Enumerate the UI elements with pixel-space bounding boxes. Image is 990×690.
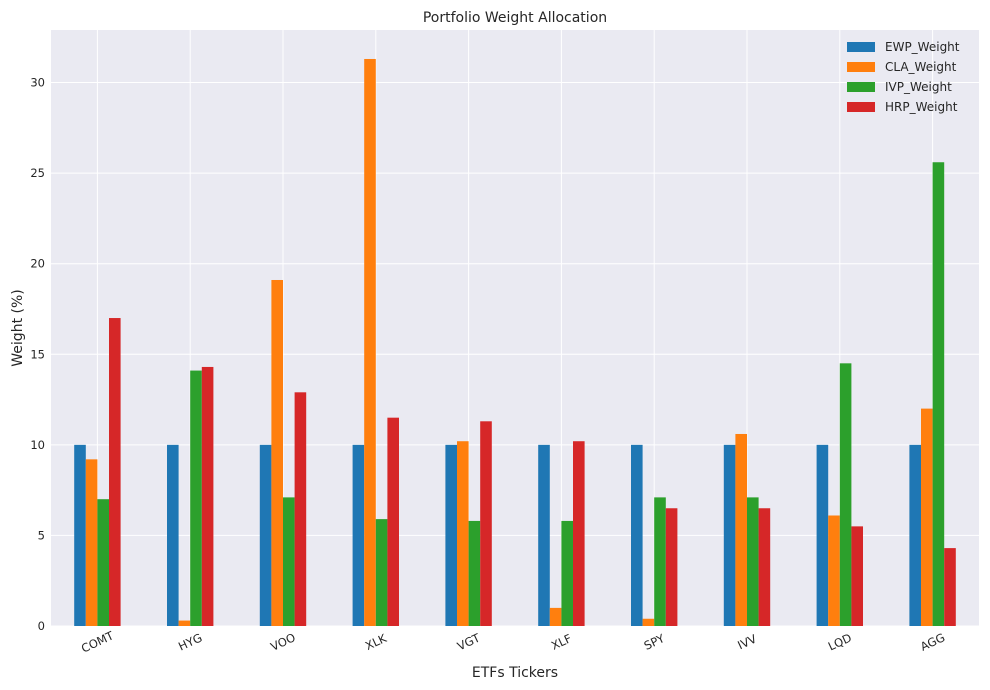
bar-ewp-weight-xlf xyxy=(538,444,550,626)
legend-label: HRP_Weight xyxy=(885,100,958,114)
bar-hrp-weight-vgt xyxy=(480,421,492,626)
legend-label: EWP_Weight xyxy=(885,40,960,54)
legend-swatch xyxy=(847,82,875,92)
bar-cla-weight-spy xyxy=(642,618,655,626)
legend-swatch xyxy=(847,102,875,112)
bar-cla-weight-lqd xyxy=(828,515,840,626)
bar-hrp-weight-ivv xyxy=(758,508,771,626)
x-tick-label: VGT xyxy=(455,630,483,653)
bar-hrp-weight-spy xyxy=(665,508,678,626)
bar-cla-weight-xlk xyxy=(364,58,376,626)
bar-hrp-weight-voo xyxy=(294,392,307,626)
y-tick-labels: 0 5 10 15 20 25 30 xyxy=(30,76,45,633)
bar-cla-weight-vgt xyxy=(457,441,469,626)
bars xyxy=(74,58,956,626)
x-tick-label: SPY xyxy=(642,631,668,653)
bar-ivp-weight-agg xyxy=(932,162,945,626)
y-tick-label: 15 xyxy=(30,347,45,361)
bar-hrp-weight-comt xyxy=(109,318,121,626)
x-tick-label: XLF xyxy=(549,631,574,653)
bar-ewp-weight-spy xyxy=(631,444,643,626)
bar-cla-weight-voo xyxy=(271,279,283,626)
x-axis-title: ETFs Tickers xyxy=(472,665,558,681)
legend-label: CLA_Weight xyxy=(885,60,957,74)
x-tick-labels: COMT HYG VOO XLK VGT XLF SPY IVV LQD AGG xyxy=(79,628,947,655)
legend-label: IVP_Weight xyxy=(885,80,952,94)
y-tick-label: 20 xyxy=(30,257,45,271)
legend-swatch xyxy=(847,62,875,72)
x-tick-label: XLK xyxy=(363,631,389,653)
y-tick-label: 25 xyxy=(30,166,45,180)
bar-ewp-weight-xlk xyxy=(352,444,365,626)
bar-hrp-weight-xlk xyxy=(387,417,399,626)
bar-ewp-weight-voo xyxy=(259,444,272,626)
bar-hrp-weight-agg xyxy=(944,548,956,626)
bar-cla-weight-ivv xyxy=(735,433,747,626)
bar-ivp-weight-xlk xyxy=(375,519,388,626)
bar-cla-weight-hyg xyxy=(178,620,191,626)
bar-hrp-weight-xlf xyxy=(573,441,585,626)
y-tick-label: 5 xyxy=(38,528,45,542)
y-axis-title: Weight (%) xyxy=(10,289,26,366)
bar-ivp-weight-ivv xyxy=(747,497,759,626)
bar-ewp-weight-hyg xyxy=(167,444,179,626)
bar-ivp-weight-xlf xyxy=(561,520,573,626)
bar-ivp-weight-spy xyxy=(654,497,666,626)
bar-ewp-weight-agg xyxy=(909,444,921,626)
x-tick-label: HYG xyxy=(176,630,204,653)
x-tick-label: LQD xyxy=(826,630,854,653)
y-tick-label: 0 xyxy=(38,619,45,633)
bar-ewp-weight-lqd xyxy=(816,444,829,626)
bar-ewp-weight-ivv xyxy=(723,444,736,626)
x-tick-label: VOO xyxy=(268,630,297,654)
y-tick-label: 30 xyxy=(30,76,45,90)
bar-hrp-weight-hyg xyxy=(201,366,214,626)
bar-ivp-weight-hyg xyxy=(190,370,202,626)
bar-ewp-weight-comt xyxy=(74,444,86,626)
x-tick-label: IVV xyxy=(735,632,758,653)
bar-ivp-weight-vgt xyxy=(468,520,481,626)
bar-ewp-weight-vgt xyxy=(445,444,457,626)
legend: EWP_Weight CLA_Weight IVP_Weight HRP_Weight xyxy=(847,40,960,114)
bar-ivp-weight-comt xyxy=(97,499,109,626)
x-tick-label: COMT xyxy=(79,628,117,655)
bar-ivp-weight-voo xyxy=(283,497,295,626)
y-tick-label: 10 xyxy=(30,438,45,452)
legend-swatch xyxy=(847,42,875,52)
bar-ivp-weight-lqd xyxy=(839,363,852,626)
bar-cla-weight-xlf xyxy=(549,607,562,626)
chart-title: Portfolio Weight Allocation xyxy=(423,10,607,26)
bar-cla-weight-comt xyxy=(85,459,98,626)
bar-hrp-weight-lqd xyxy=(851,526,863,626)
bar-cla-weight-agg xyxy=(921,408,933,626)
x-tick-label: AGG xyxy=(918,630,947,653)
